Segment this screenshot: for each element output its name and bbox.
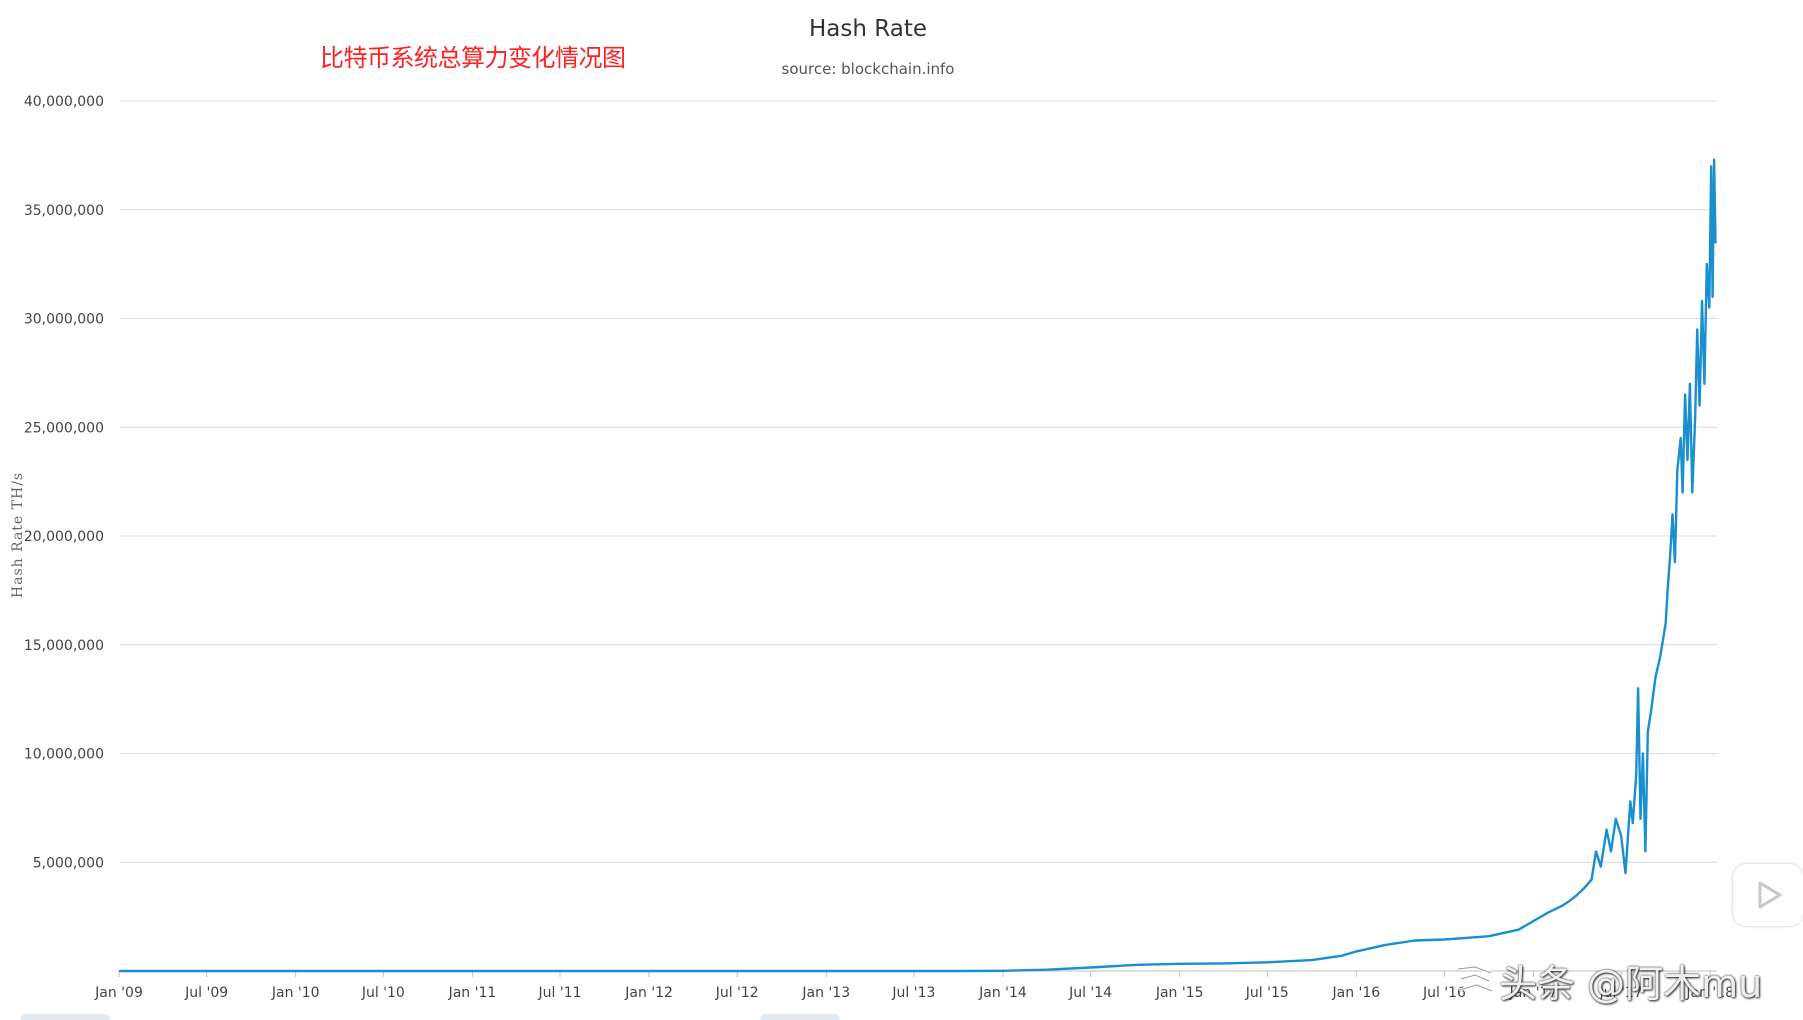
chart-annotation: 比特币系统总算力变化情况图 — [320, 44, 626, 72]
x-tick-label: Jan '15 — [1155, 985, 1204, 1001]
bottom-decoration-left — [20, 1014, 110, 1020]
y-tick-labels: 5,000,000 10,000,000 15,000,000 20,000,000 2… — [24, 94, 104, 871]
x-tick-label: Jul '14 — [1068, 985, 1112, 1001]
y-tick-label: 35,000,000 — [24, 203, 104, 219]
x-tick-label: Jul '17 — [1599, 985, 1643, 1001]
x-tick-label: Jul '15 — [1245, 985, 1289, 1001]
y-tick-label: 25,000,000 — [24, 420, 104, 436]
y-tick-label: 30,000,000 — [24, 312, 104, 328]
x-tick-label: Jan '09 — [94, 985, 143, 1001]
x-tick-label: Jan '17 — [1509, 985, 1558, 1001]
x-tick-label: Jul '16 — [1422, 985, 1466, 1001]
x-tick-label: Jan '12 — [624, 985, 673, 1001]
play-button[interactable] — [1733, 864, 1803, 926]
y-tick-label: 15,000,000 — [24, 638, 104, 654]
x-tick-label: Jul '11 — [538, 985, 582, 1001]
watermark-text: 头条 @阿木mu — [1499, 962, 1763, 1006]
series-layer — [118, 158, 1717, 973]
x-tick-label: Jan '16 — [1332, 985, 1381, 1001]
y-tick-label: 40,000,000 — [24, 94, 104, 110]
chart-title: Hash Rate — [809, 16, 927, 42]
x-tick-label: Jul '10 — [361, 985, 405, 1001]
x-tick-label: Jan '18 — [1685, 985, 1734, 1001]
x-tick-label: Jan '13 — [801, 985, 850, 1001]
x-tick-label: Jul '09 — [184, 985, 228, 1001]
y-tick-label: 5,000,000 — [33, 855, 104, 871]
x-tick-label: Jan '11 — [448, 985, 497, 1001]
x-tick-labels: Jan '09 Jul '09 Jan '10 Jul '10 Jan '11 Jul '… — [94, 971, 1734, 1001]
grid-lines — [120, 100, 1717, 972]
x-tick-label: Jan '10 — [271, 985, 320, 1001]
bottom-decoration-mid — [760, 1014, 840, 1020]
play-icon — [1758, 881, 1782, 909]
series-line-hash-rate — [118, 158, 1717, 973]
x-tick-label: Jul '13 — [891, 985, 935, 1001]
y-tick-label: 20,000,000 — [24, 529, 104, 545]
chart-subtitle: source: blockchain.info — [782, 60, 955, 78]
y-tick-label: 10,000,000 — [24, 747, 104, 763]
toutiao-logo-icon — [1455, 963, 1495, 1003]
y-axis-label: Hash Rate TH/s — [10, 472, 26, 598]
x-tick-label: Jul '12 — [715, 985, 759, 1001]
watermark: 头条 @阿木mu — [1455, 963, 1762, 1003]
x-tick-label: Jan '14 — [978, 985, 1027, 1001]
